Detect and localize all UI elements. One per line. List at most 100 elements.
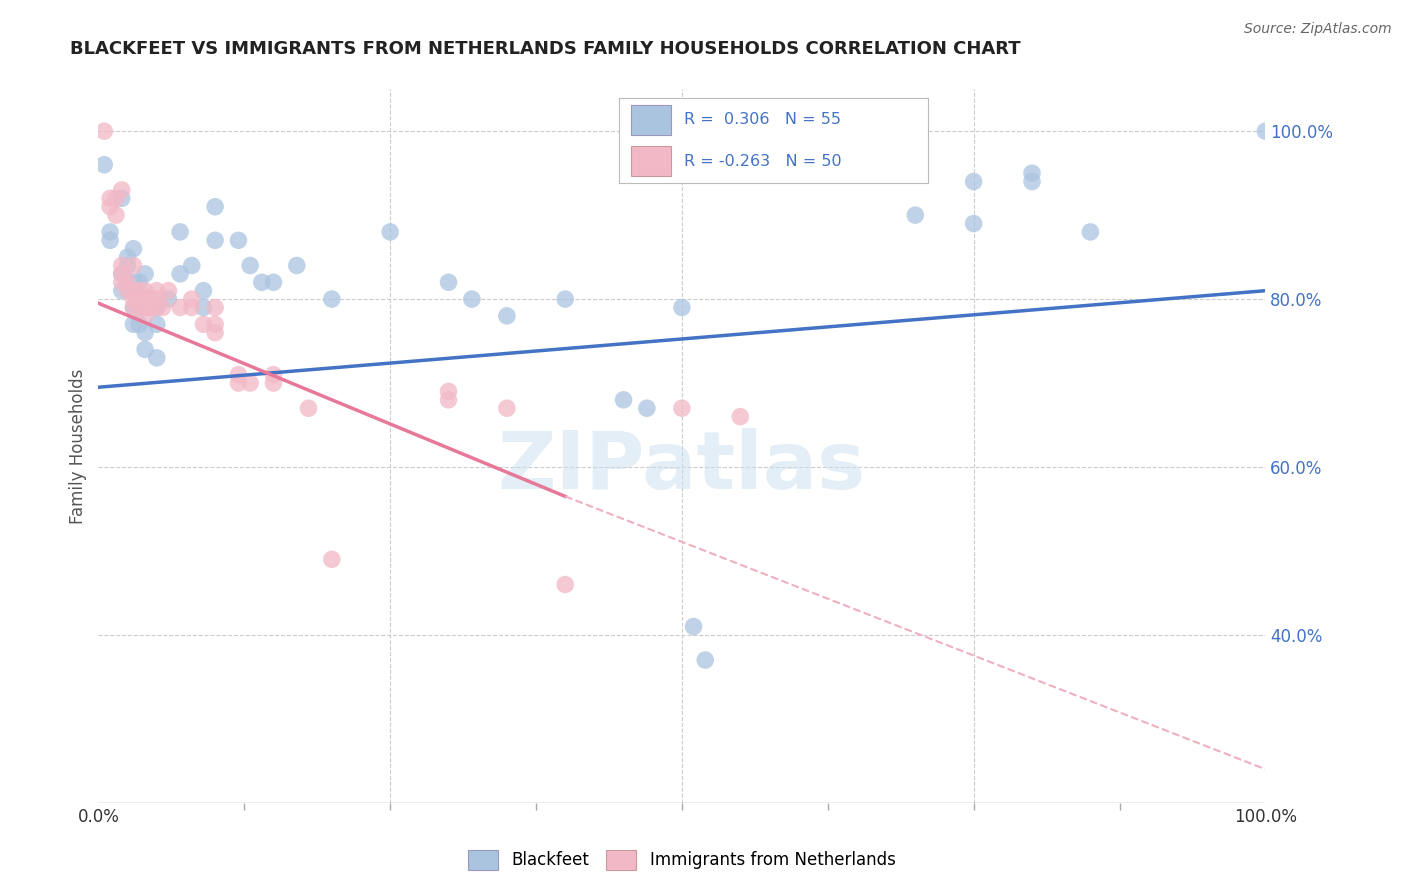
Point xyxy=(321,292,343,306)
Point xyxy=(122,242,145,256)
Point xyxy=(239,376,262,390)
Point xyxy=(437,275,460,289)
Point xyxy=(285,259,308,273)
Point xyxy=(204,318,226,332)
Point xyxy=(117,275,139,289)
Point xyxy=(169,301,191,315)
Point xyxy=(134,284,156,298)
Point xyxy=(128,275,150,289)
Point xyxy=(104,208,127,222)
Point xyxy=(297,401,319,416)
Point xyxy=(157,284,180,298)
Point xyxy=(122,259,145,273)
Point xyxy=(437,384,460,399)
Point xyxy=(122,301,145,315)
Point xyxy=(134,301,156,315)
Point xyxy=(437,392,460,407)
Point xyxy=(146,351,169,365)
Point xyxy=(134,292,156,306)
Point xyxy=(111,284,134,298)
Point xyxy=(157,292,180,306)
Point xyxy=(146,292,169,306)
Point xyxy=(962,175,984,189)
Text: ZIPatlas: ZIPatlas xyxy=(498,428,866,507)
Point xyxy=(152,301,174,315)
Point xyxy=(117,250,139,264)
Point xyxy=(204,200,226,214)
Point xyxy=(904,208,927,222)
Point xyxy=(262,275,284,289)
Point xyxy=(962,217,984,231)
Point xyxy=(122,284,145,298)
Point xyxy=(122,318,145,332)
Point xyxy=(695,653,717,667)
Point xyxy=(134,326,156,340)
Point xyxy=(122,292,145,306)
Point xyxy=(193,284,215,298)
Point xyxy=(262,376,284,390)
Point xyxy=(122,275,145,289)
Text: R =  0.306   N = 55: R = 0.306 N = 55 xyxy=(683,112,841,128)
Point xyxy=(1021,175,1043,189)
Text: BLACKFEET VS IMMIGRANTS FROM NETHERLANDS FAMILY HOUSEHOLDS CORRELATION CHART: BLACKFEET VS IMMIGRANTS FROM NETHERLANDS… xyxy=(70,40,1021,58)
Point xyxy=(636,401,658,416)
Point xyxy=(117,275,139,289)
Point xyxy=(111,191,134,205)
Point xyxy=(613,392,636,407)
Point xyxy=(730,409,752,424)
Point xyxy=(495,309,517,323)
Point xyxy=(682,619,704,633)
Point xyxy=(93,158,115,172)
Point xyxy=(146,301,169,315)
Point xyxy=(111,259,134,273)
Point xyxy=(139,301,162,315)
Point xyxy=(117,259,139,273)
Point xyxy=(134,343,156,357)
Point xyxy=(204,301,226,315)
Point xyxy=(180,301,202,315)
Point xyxy=(98,191,121,205)
Point xyxy=(228,233,250,247)
Point xyxy=(134,309,156,323)
Bar xyxy=(631,105,671,135)
Text: R = -0.263   N = 50: R = -0.263 N = 50 xyxy=(683,153,841,169)
Point xyxy=(146,284,169,298)
Point xyxy=(128,301,150,315)
Point xyxy=(128,292,150,306)
Point xyxy=(98,225,121,239)
Legend: Blackfeet, Immigrants from Netherlands: Blackfeet, Immigrants from Netherlands xyxy=(461,843,903,877)
Point xyxy=(250,275,273,289)
Point xyxy=(98,233,121,247)
Point xyxy=(671,401,693,416)
Point xyxy=(117,284,139,298)
Point xyxy=(193,301,215,315)
Point xyxy=(146,318,169,332)
Point xyxy=(134,301,156,315)
Point xyxy=(98,200,121,214)
Point xyxy=(169,267,191,281)
Point xyxy=(1254,124,1277,138)
Point xyxy=(111,267,134,281)
Point xyxy=(146,301,169,315)
Point xyxy=(671,301,693,315)
Point xyxy=(204,233,226,247)
Point xyxy=(321,552,343,566)
Point xyxy=(204,326,226,340)
Point xyxy=(128,284,150,298)
Point xyxy=(262,368,284,382)
Point xyxy=(111,275,134,289)
Point xyxy=(554,292,576,306)
Point xyxy=(93,124,115,138)
Point xyxy=(554,577,576,591)
Point xyxy=(461,292,484,306)
Point xyxy=(134,267,156,281)
Point xyxy=(495,401,517,416)
Point xyxy=(111,183,134,197)
Point xyxy=(104,191,127,205)
Point xyxy=(193,318,215,332)
Point xyxy=(180,292,202,306)
Point xyxy=(1021,166,1043,180)
Y-axis label: Family Households: Family Households xyxy=(69,368,87,524)
Point xyxy=(128,318,150,332)
Text: Source: ZipAtlas.com: Source: ZipAtlas.com xyxy=(1244,22,1392,37)
